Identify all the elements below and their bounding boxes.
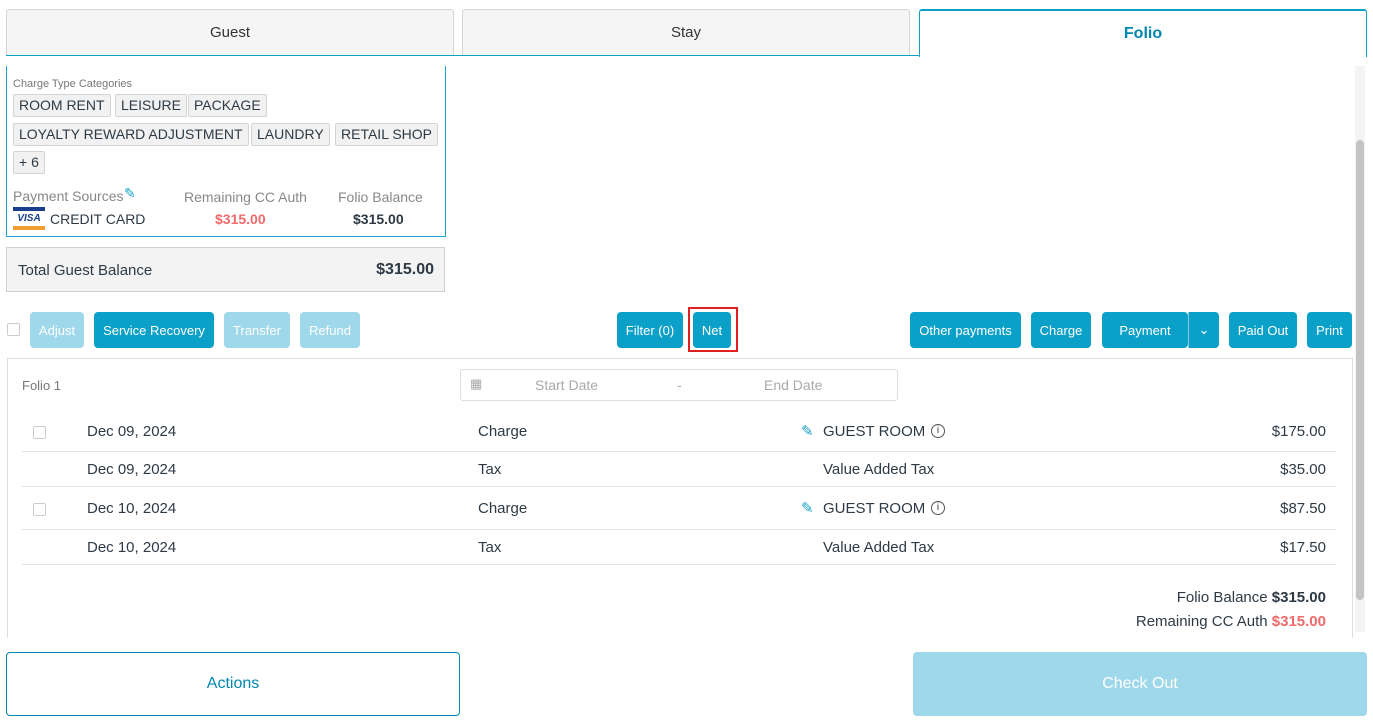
remaining-cc-label: Remaining CC Auth [184, 189, 307, 205]
folio-panel [7, 358, 1353, 638]
tab-folio[interactable]: Folio [919, 9, 1367, 57]
payment-method: CREDIT CARD [50, 211, 146, 227]
remaining-cc-footer: Remaining CC Auth $315.00 [1136, 613, 1326, 630]
folio-balance-footer-label: Folio Balance [1176, 589, 1268, 606]
remaining-cc-value: $315.00 [215, 211, 266, 227]
row-amount: $87.50 [1280, 499, 1326, 517]
filter-button[interactable]: Filter (0) [617, 312, 683, 348]
category-chip[interactable]: LAUNDRY [251, 123, 330, 146]
total-value: $315.00 [376, 261, 434, 278]
other-payments-button[interactable]: Other payments [910, 312, 1021, 348]
folio-row: Dec 09, 2024 Tax Value Added Tax $35.00 [22, 452, 1336, 487]
service-recovery-button[interactable]: Service Recovery [94, 312, 214, 348]
total-guest-balance: Total Guest Balance $315.00 [6, 247, 445, 292]
date-separator: - [677, 377, 682, 393]
row-checkbox[interactable] [33, 502, 46, 516]
row-type: Tax [478, 460, 502, 478]
category-chip[interactable]: ROOM RENT [13, 94, 111, 117]
row-amount: $175.00 [1271, 422, 1326, 440]
category-chip[interactable]: RETAIL SHOP [335, 123, 439, 146]
tab-stay[interactable]: Stay [462, 9, 910, 56]
edit-icon[interactable]: ✎ [801, 499, 814, 517]
row-description: Value Added Tax [823, 460, 935, 478]
row-checkbox[interactable] [33, 425, 46, 439]
tab-divider [6, 55, 1367, 56]
payment-dropdown-chevron-icon[interactable]: ⌄ [1188, 312, 1219, 348]
remaining-cc-footer-value: $315.00 [1271, 613, 1326, 630]
print-button[interactable]: Print [1307, 312, 1352, 348]
actions-button[interactable]: Actions [6, 652, 460, 716]
info-icon[interactable]: i [931, 423, 945, 438]
scrollbar[interactable] [1355, 66, 1365, 632]
payment-sources-label: Payment Sources [13, 188, 124, 204]
scrollbar-thumb[interactable] [1356, 140, 1364, 600]
paid-out-button[interactable]: Paid Out [1229, 312, 1297, 348]
tab-guest[interactable]: Guest [6, 9, 454, 56]
select-all-checkbox[interactable] [7, 323, 20, 336]
adjust-button[interactable]: Adjust [30, 312, 84, 348]
highlight-box [688, 307, 738, 352]
folio-name: Folio 1 [22, 378, 62, 393]
folio-balance-value: $315.00 [353, 211, 404, 227]
total-label: Total Guest Balance [18, 262, 153, 279]
folio-row: Dec 10, 2024 Charge ✎ GUEST ROOM i $87.50 [22, 487, 1336, 530]
info-icon[interactable]: i [931, 500, 945, 515]
row-description: GUEST ROOM [823, 499, 926, 517]
refund-button[interactable]: Refund [300, 312, 360, 348]
folio-balance-footer: Folio Balance $315.00 [1177, 589, 1326, 606]
row-type: Charge [478, 422, 528, 440]
row-date: Dec 09, 2024 [87, 422, 177, 440]
date-range-input[interactable]: ▦ Start Date - End Date [460, 369, 898, 401]
calendar-icon: ▦ [470, 376, 483, 391]
folio-balance-footer-value: $315.00 [1271, 589, 1326, 606]
row-date: Dec 10, 2024 [87, 538, 177, 556]
row-amount: $35.00 [1280, 460, 1326, 478]
row-date: Dec 10, 2024 [87, 499, 177, 517]
row-description: GUEST ROOM [823, 422, 926, 440]
edit-icon[interactable]: ✎ [124, 185, 136, 201]
charge-button[interactable]: Charge [1031, 312, 1091, 348]
end-date-input[interactable]: End Date [764, 377, 823, 393]
payment-button[interactable]: Payment [1102, 312, 1188, 348]
row-type: Charge [478, 499, 528, 517]
net-button[interactable]: Net [693, 312, 731, 348]
more-categories-chip[interactable]: + 6 [13, 151, 45, 174]
row-description: Value Added Tax [823, 538, 935, 556]
edit-icon[interactable]: ✎ [801, 422, 814, 440]
category-chip[interactable]: PACKAGE [188, 94, 267, 117]
check-out-button[interactable]: Check Out [913, 652, 1367, 716]
category-chip[interactable]: LOYALTY REWARD ADJUSTMENT [13, 123, 249, 146]
row-date: Dec 09, 2024 [87, 460, 177, 478]
folio-balance-label: Folio Balance [338, 189, 423, 205]
row-type: Tax [478, 538, 502, 556]
start-date-input[interactable]: Start Date [535, 377, 599, 393]
row-amount: $17.50 [1280, 538, 1326, 556]
charge-type-label: Charge Type Categories [13, 78, 133, 90]
folio-row: Dec 10, 2024 Tax Value Added Tax $17.50 [22, 530, 1336, 565]
visa-icon: VISA [13, 207, 45, 230]
remaining-cc-footer-label: Remaining CC Auth [1135, 613, 1268, 630]
transfer-button[interactable]: Transfer [224, 312, 290, 348]
folio-row: Dec 09, 2024 Charge ✎ GUEST ROOM i $175.00 [22, 411, 1336, 452]
category-chip[interactable]: LEISURE [115, 94, 187, 117]
folio-summary-card: Charge Type Categories ROOM RENT LEISURE… [6, 66, 446, 237]
